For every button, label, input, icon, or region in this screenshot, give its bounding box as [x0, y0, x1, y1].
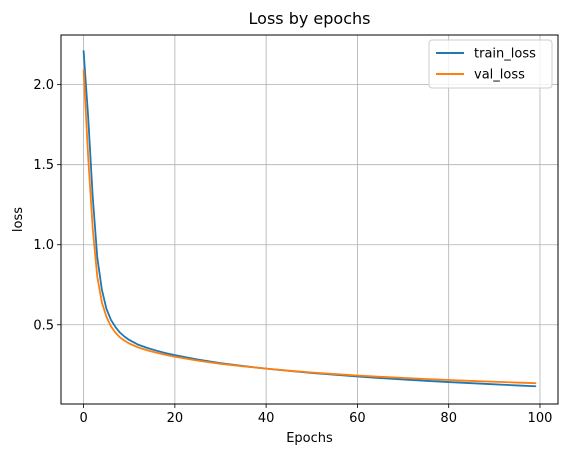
x-tick-label: 20 — [167, 411, 184, 426]
x-axis-label: Epochs — [286, 431, 333, 446]
y-tick-label: 2.0 — [33, 78, 54, 93]
x-tick-label: 80 — [440, 411, 457, 426]
x-tick-label: 40 — [258, 411, 275, 426]
chart-title: Loss by epochs — [249, 9, 371, 28]
legend: train_loss val_loss — [428, 39, 553, 89]
series-layer — [82, 50, 537, 388]
series-line-val-loss — [82, 69, 537, 385]
plot-frame — [60, 34, 559, 405]
x-tick-label: 0 — [79, 411, 87, 426]
series-line-train-loss — [82, 50, 537, 388]
x-tick-label: 100 — [528, 411, 553, 426]
y-tick-label: 0.5 — [33, 318, 54, 333]
y-axis-label: loss — [11, 207, 26, 232]
y-tick-label: 1.5 — [33, 158, 54, 173]
legend-label-val-loss: val_loss — [474, 68, 525, 83]
legend-label-train-loss: train_loss — [474, 47, 536, 62]
x-tick-label: 60 — [349, 411, 366, 426]
ticks: 0 20 40 60 80 100 0.5 1.0 1.5 2.0 — [33, 78, 552, 426]
y-tick-label: 1.0 — [33, 238, 54, 253]
